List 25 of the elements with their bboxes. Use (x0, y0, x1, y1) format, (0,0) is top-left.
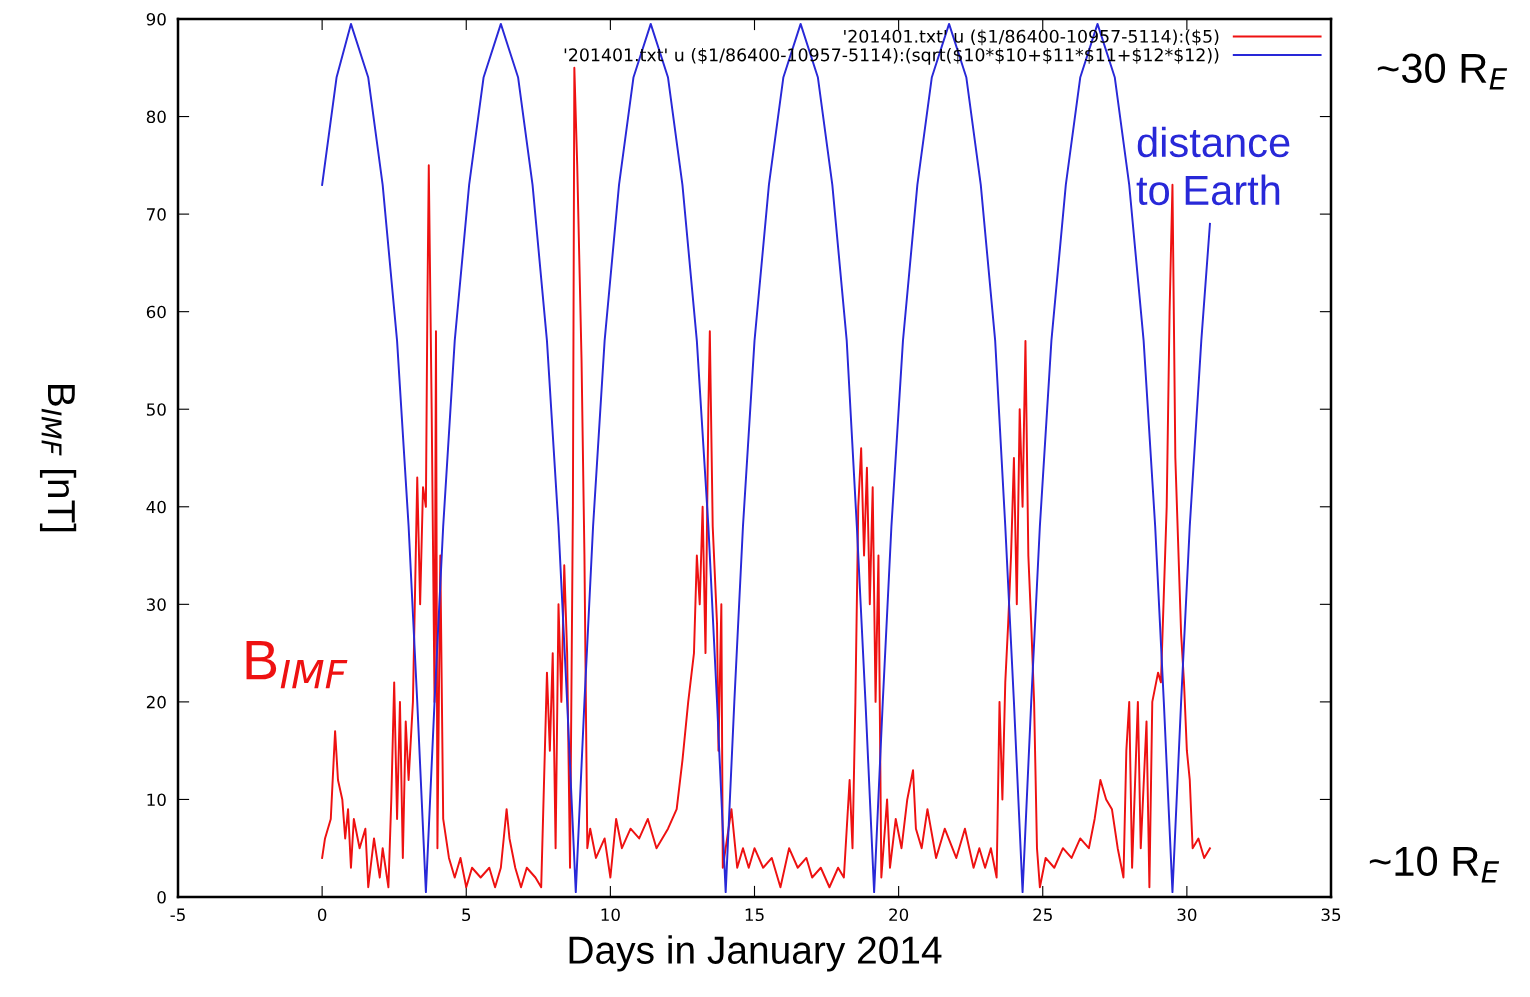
y-tick-label: 10 (147, 793, 166, 807)
annotation: B$_{IMF}$ (246, 641, 348, 689)
x-tick-label: 30 (1177, 908, 1197, 922)
y-tick-label: 80 (146, 110, 166, 124)
x-tick-label: 35 (1321, 908, 1341, 922)
y-tick-label: 30 (146, 598, 166, 611)
x-tick-label: 5 (462, 908, 471, 922)
x-tick-label: 10 (601, 908, 620, 922)
y-tick-label: 20 (146, 695, 166, 709)
x-tick-label: 15 (745, 908, 764, 922)
y-tick-label: 90 (146, 12, 166, 26)
text: ~30 R$_{E}$ (1377, 53, 1508, 90)
annotation: distance to Earth (1136, 126, 1290, 206)
x-axis-title: Days in January 2014 (569, 935, 942, 972)
y-tick-label: 70 (147, 208, 166, 221)
y-tick-label: 40 (146, 500, 166, 514)
x-tick-label: 20 (889, 908, 909, 922)
x-tick-label: 0 (317, 908, 327, 922)
x-tick-label: -5 (170, 908, 185, 922)
y-tick-label: 60 (146, 305, 166, 319)
x-tick-label: 25 (1033, 908, 1052, 922)
y-tick-label: 50 (146, 403, 166, 416)
y-axis-title: B$_{IMF}$ [nT] (39, 384, 77, 532)
text: ~10 R$_{E}$ (1369, 846, 1500, 883)
y-tick-label: 0 (157, 890, 166, 904)
